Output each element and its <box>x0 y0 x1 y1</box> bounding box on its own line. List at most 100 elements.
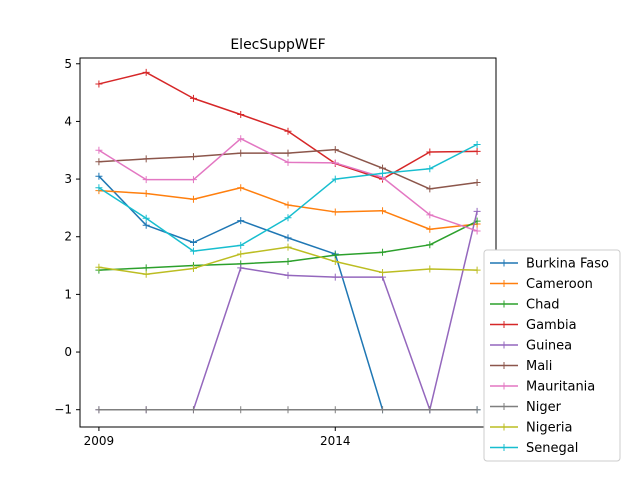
legend-entry: Chad <box>490 298 560 313</box>
legend-label: Chad <box>526 298 560 313</box>
data-point <box>95 406 103 414</box>
data-point <box>284 149 292 157</box>
legend-entry: Mali <box>490 359 552 374</box>
data-point <box>237 264 245 272</box>
data-point <box>331 175 339 183</box>
data-point <box>473 227 481 235</box>
data-point <box>426 165 434 173</box>
axis-layer: −1 0 1 2 3 4 5 2009 2014 <box>54 57 350 448</box>
data-point <box>142 68 150 76</box>
data-point <box>426 225 434 233</box>
legend-entry: Mauritania <box>490 380 595 395</box>
data-point <box>379 406 387 414</box>
legend-label: Senegal <box>526 441 578 456</box>
y-tick-label: −1 <box>54 403 72 417</box>
legend-marker <box>500 300 508 308</box>
legend: Burkina Faso Cameroon Chad Gambia Guinea Mali… <box>483 249 621 462</box>
legend-entry: Burkina Faso <box>490 257 609 272</box>
data-point <box>142 214 150 222</box>
data-point <box>379 268 387 276</box>
legend-entry: Nigeria <box>490 421 573 436</box>
series-line <box>98 175 478 411</box>
data-point <box>284 406 292 414</box>
data-point <box>142 406 150 414</box>
data-point <box>331 258 339 266</box>
legend-label: Nigeria <box>526 421 573 436</box>
data-point <box>237 111 245 119</box>
data-point <box>284 127 292 135</box>
data-point <box>426 241 434 249</box>
data-point <box>142 176 150 184</box>
data-point <box>284 201 292 209</box>
data-point <box>284 243 292 251</box>
data-point <box>237 149 245 157</box>
legend-marker <box>500 280 508 287</box>
data-point <box>142 189 150 197</box>
data-point <box>142 221 150 229</box>
data-point <box>95 146 103 154</box>
data-point <box>473 406 481 414</box>
legend-entry: Niger <box>490 400 562 415</box>
data-point <box>473 266 481 274</box>
data-point <box>95 263 103 271</box>
legend-entry: Gambia <box>490 318 577 333</box>
legend-label: Cameroon <box>526 277 593 292</box>
data-point <box>284 271 292 279</box>
data-point <box>189 239 197 246</box>
legend-marker <box>500 341 508 349</box>
legend-marker <box>500 362 508 369</box>
data-point <box>237 250 245 258</box>
data-point <box>379 169 387 177</box>
legend-box <box>483 249 621 462</box>
data-point <box>95 184 103 192</box>
legend-label: Burkina Faso <box>526 257 609 272</box>
legend-marker <box>500 382 508 390</box>
data-point <box>426 406 434 414</box>
data-point <box>189 195 197 203</box>
data-point <box>331 159 339 167</box>
y-tick-label: 3 <box>64 172 72 186</box>
data-point <box>237 217 245 225</box>
data-point <box>237 184 245 192</box>
legend-label: Gambia <box>526 318 577 333</box>
data-point <box>95 80 103 88</box>
legend-label: Mauritania <box>526 380 595 395</box>
y-tick-label: 1 <box>64 287 72 301</box>
x-tick-label: 2014 <box>320 434 351 448</box>
data-point <box>426 185 434 193</box>
data-point <box>189 264 197 272</box>
legend-label: Mali <box>526 359 552 374</box>
data-point <box>189 406 197 414</box>
data-point <box>189 247 197 255</box>
data-point <box>426 148 434 156</box>
data-point <box>142 155 150 163</box>
legend-entry: Guinea <box>490 339 572 354</box>
data-point <box>426 211 434 219</box>
data-point <box>142 270 150 278</box>
data-point <box>237 241 245 249</box>
data-point <box>189 94 197 102</box>
data-point <box>473 147 481 155</box>
data-point <box>331 273 339 281</box>
y-tick-label: 5 <box>64 57 72 71</box>
data-point <box>142 264 150 272</box>
x-tick-label: 2009 <box>84 434 115 448</box>
series-group <box>95 146 481 193</box>
series-group <box>95 135 481 235</box>
legend-entry: Senegal <box>490 441 578 456</box>
data-point <box>331 146 339 154</box>
legend-label: Guinea <box>526 339 572 354</box>
data-point <box>379 207 387 215</box>
series-group <box>95 140 481 255</box>
series-group <box>95 184 481 233</box>
data-point <box>331 251 339 259</box>
legend-marker <box>500 444 508 451</box>
legend-marker <box>500 423 508 431</box>
data-point <box>473 207 481 215</box>
data-point <box>284 158 292 166</box>
data-point <box>473 140 481 148</box>
legend-marker <box>500 403 508 410</box>
data-point <box>379 248 387 256</box>
data-point <box>95 158 103 166</box>
